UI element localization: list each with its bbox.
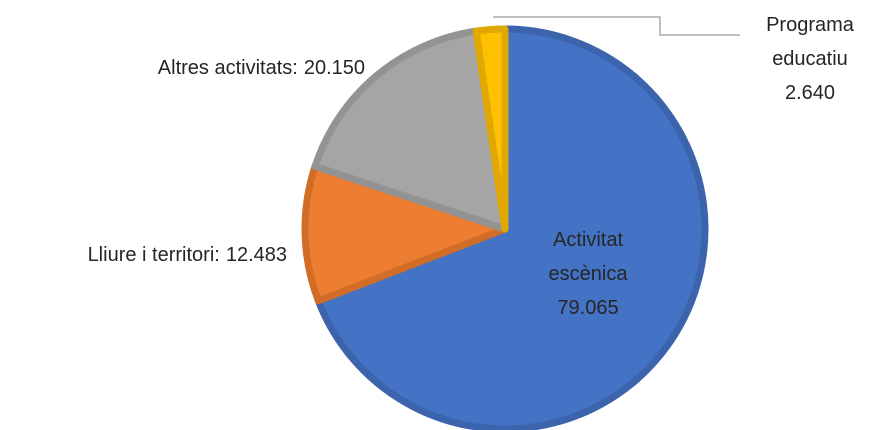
value-label: 12.483 [226, 244, 287, 266]
category-word: educatiu [772, 48, 848, 70]
data-label: Altres activitats: 20.150 [158, 57, 365, 79]
data-label: Programa educatiu 2.640 [766, 14, 855, 104]
pie-slice [472, 25, 509, 233]
label-separator: : [292, 57, 298, 79]
value-label: 79.065 [557, 297, 618, 319]
label-separator: : [214, 244, 220, 266]
leader-line [493, 16, 740, 36]
category-word: escènica [549, 263, 629, 285]
pie-slice [311, 27, 509, 233]
value-label: 2.640 [785, 82, 835, 104]
data-label: Activitat escènica 79.065 [549, 229, 629, 319]
value-label: 20.150 [304, 57, 365, 79]
data-label: Lliure i territori: 12.483 [88, 244, 287, 266]
category-label: Altres activitats [158, 57, 292, 79]
category-label: Lliure i territori [88, 244, 215, 266]
category-word: Activitat [553, 229, 623, 251]
pie-slice [301, 162, 509, 305]
pie-slice [314, 25, 709, 430]
category-word: Programa [766, 14, 855, 36]
